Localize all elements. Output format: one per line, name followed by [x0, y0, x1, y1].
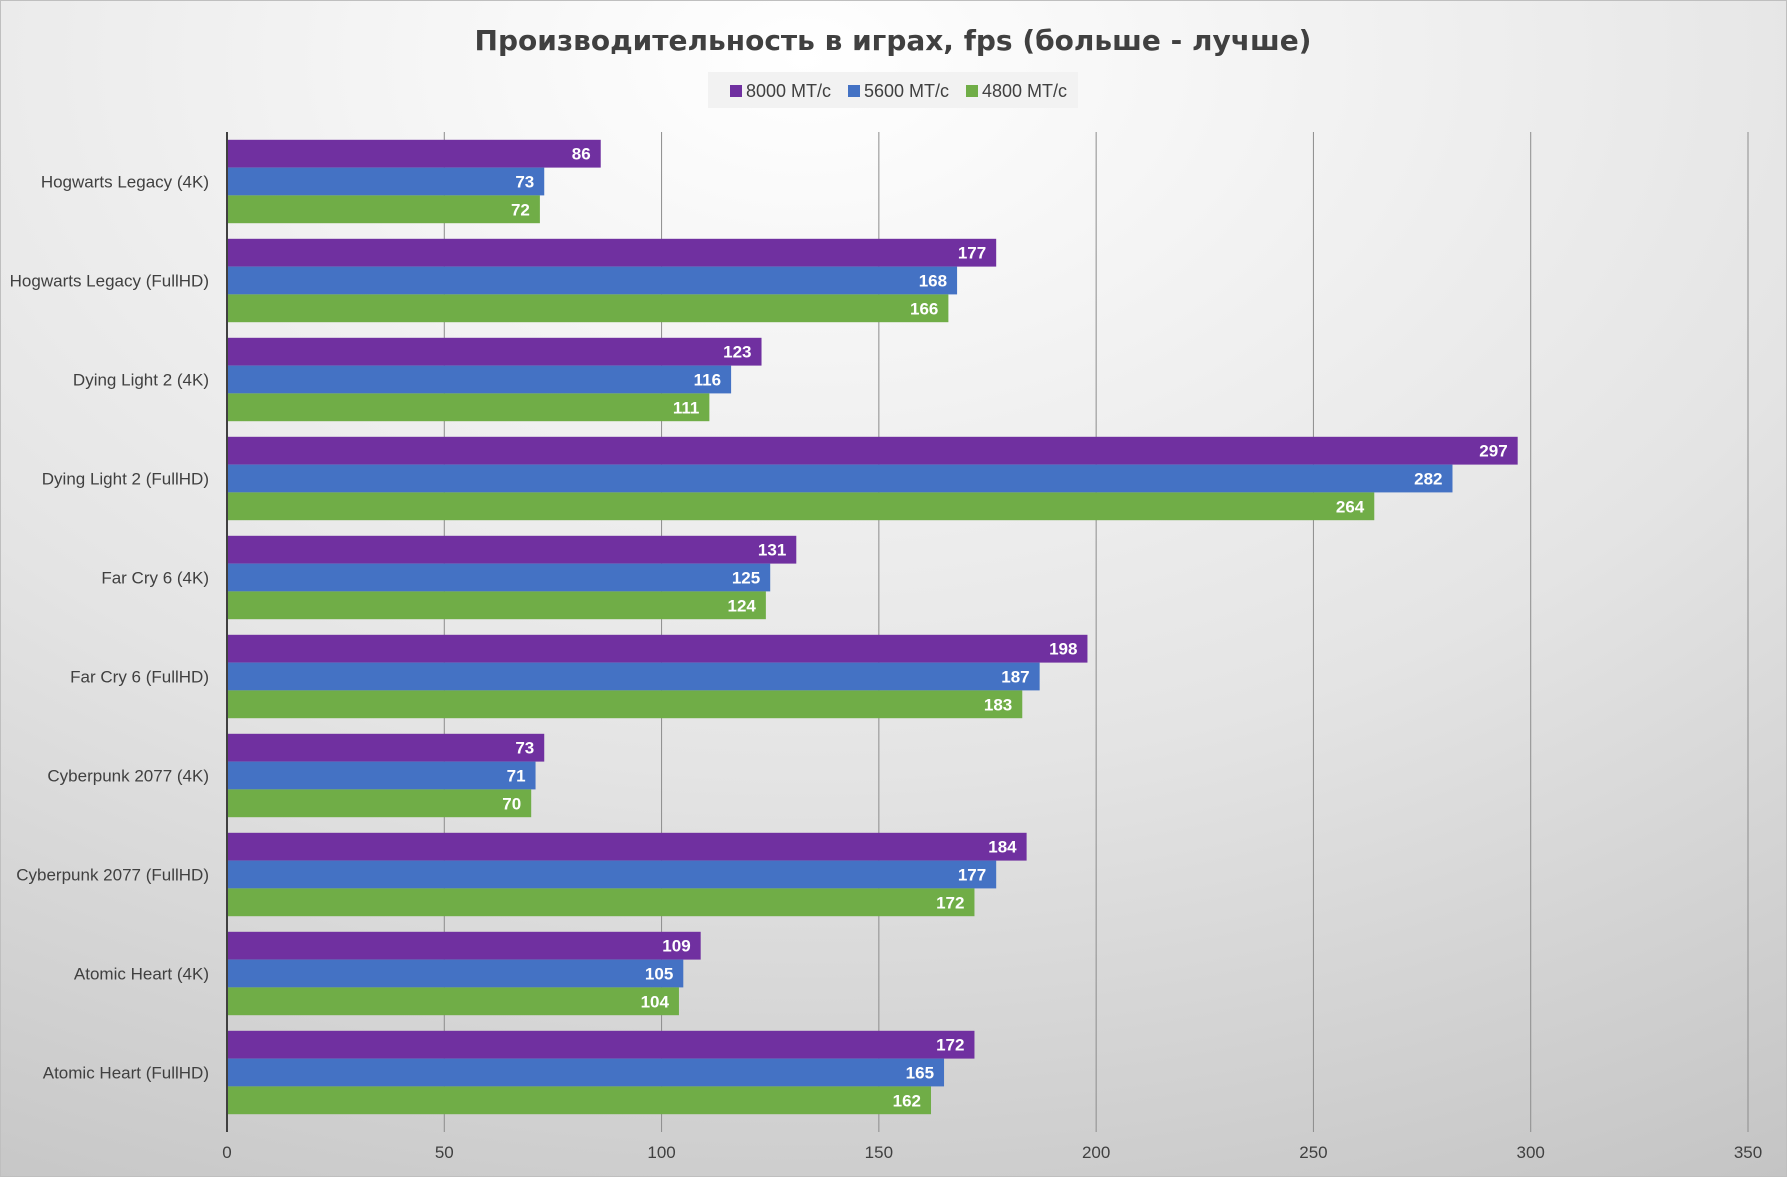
data-label: 131 [758, 541, 786, 560]
category-label: Far Cry 6 (FullHD) [70, 668, 209, 687]
chart-title: Производительность в играх, fps (больше … [475, 24, 1312, 57]
category-label: Hogwarts Legacy (FullHD) [10, 272, 209, 291]
legend-swatch [730, 85, 742, 97]
bar [228, 365, 732, 394]
category-label: Hogwarts Legacy (4K) [41, 173, 209, 192]
legend-swatch [966, 85, 978, 97]
bar [228, 337, 762, 366]
x-tick-label: 250 [1299, 1143, 1327, 1162]
category-label: Atomic Heart (FullHD) [43, 1064, 209, 1083]
bar [228, 789, 532, 818]
bar [228, 294, 949, 323]
bar [228, 832, 1027, 861]
bar [228, 690, 1023, 719]
bar [228, 393, 710, 422]
data-label: 177 [958, 866, 986, 885]
bar [228, 987, 679, 1016]
x-tick-label: 300 [1517, 1143, 1545, 1162]
bar [228, 535, 797, 564]
data-label: 165 [906, 1064, 934, 1083]
data-label: 125 [732, 569, 760, 588]
data-label: 172 [936, 1036, 964, 1055]
data-label: 123 [723, 343, 751, 362]
data-label: 111 [673, 398, 700, 417]
data-label: 104 [641, 992, 670, 1011]
legend-label: 8000 МТ/с [746, 81, 831, 101]
category-label: Dying Light 2 (FullHD) [42, 470, 209, 489]
bar [228, 888, 975, 917]
x-tick-label: 0 [222, 1143, 231, 1162]
category-label: Atomic Heart (4K) [74, 965, 209, 984]
data-label: 297 [1479, 442, 1507, 461]
bar [228, 860, 997, 889]
bar [228, 591, 766, 620]
bar [228, 761, 536, 790]
legend-box [708, 72, 1078, 108]
data-label: 116 [694, 371, 721, 390]
bar [228, 1086, 932, 1115]
data-label: 172 [936, 893, 964, 912]
bar [228, 733, 545, 762]
x-tick-label: 200 [1082, 1143, 1110, 1162]
legend-label: 4800 МТ/с [982, 81, 1067, 101]
data-label: 70 [502, 794, 521, 813]
data-label: 183 [984, 695, 1012, 714]
data-label: 109 [662, 937, 690, 956]
data-label: 177 [958, 244, 986, 263]
x-tick-label: 100 [647, 1143, 675, 1162]
category-label: Dying Light 2 (4K) [73, 371, 209, 390]
legend: 8000 МТ/с 5600 МТ/с 4800 МТ/с [730, 81, 1067, 101]
bar [228, 634, 1088, 663]
data-label: 71 [507, 767, 526, 786]
data-label: 166 [910, 299, 938, 318]
data-label: 168 [919, 272, 947, 291]
data-label: 187 [1001, 668, 1029, 687]
bar [228, 266, 958, 295]
category-label: Far Cry 6 (4K) [101, 569, 209, 588]
bar [228, 931, 701, 960]
category-label: Cyberpunk 2077 (FullHD) [16, 866, 209, 885]
bar [228, 492, 1375, 521]
data-label: 124 [727, 596, 756, 615]
bar [228, 195, 540, 224]
data-label: 73 [515, 739, 534, 758]
data-label: 162 [893, 1091, 921, 1110]
data-label: 73 [515, 173, 534, 192]
x-tick-label: 350 [1734, 1143, 1762, 1162]
legend-swatch [848, 85, 860, 97]
data-label: 184 [988, 838, 1017, 857]
legend-label: 5600 МТ/с [864, 81, 949, 101]
bar [228, 662, 1040, 691]
bar [228, 238, 997, 267]
data-label: 282 [1414, 470, 1442, 489]
data-label: 72 [511, 200, 530, 219]
bars [228, 139, 1518, 1115]
bar [228, 139, 601, 168]
bar [228, 959, 684, 988]
data-label: 198 [1049, 640, 1077, 659]
bar [228, 167, 545, 196]
bar [228, 436, 1518, 465]
bar [228, 1058, 945, 1087]
x-tick-label: 150 [865, 1143, 893, 1162]
data-label: 86 [572, 145, 591, 164]
category-labels: Hogwarts Legacy (4K) Hogwarts Legacy (Ful… [10, 173, 209, 1083]
tick-labels: 0 50 100 150 200 250 300 350 [222, 1143, 1762, 1162]
bar [228, 1030, 975, 1059]
data-label: 105 [645, 965, 673, 984]
x-tick-label: 50 [435, 1143, 454, 1162]
category-label: Cyberpunk 2077 (4K) [47, 767, 209, 786]
data-label: 264 [1336, 497, 1365, 516]
bar [228, 464, 1453, 493]
bar [228, 563, 771, 592]
